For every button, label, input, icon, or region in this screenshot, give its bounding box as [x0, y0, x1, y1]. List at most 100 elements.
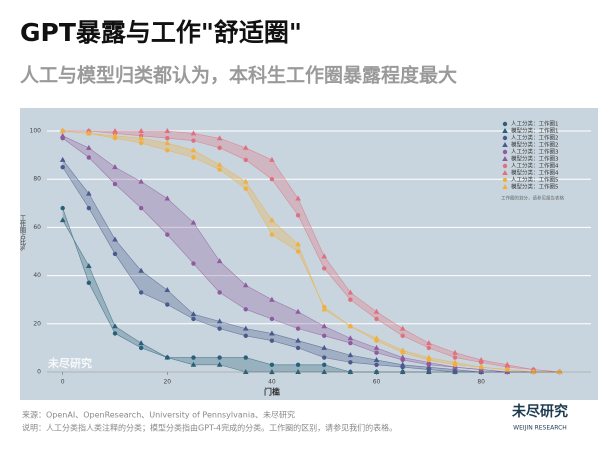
point-marker [86, 262, 92, 268]
series-line [62, 130, 560, 373]
point-marker [164, 287, 171, 293]
point-marker [269, 362, 275, 367]
point-marker [86, 144, 92, 150]
point-marker [452, 349, 458, 355]
point-marker [217, 355, 222, 360]
point-marker [59, 217, 66, 223]
point-marker [191, 155, 196, 160]
legend-label: 人工分类：工作圈4 [511, 162, 559, 170]
legend-note: 工作圈的划分，请参见报告表格 [501, 195, 564, 202]
y-tick-label: 20 [33, 320, 41, 327]
point-marker [216, 318, 223, 324]
explanation-note: 说明：人工分类指人类注释的分类；模型分类指由GPT-4完成的分类。工作圈的区别，… [22, 423, 397, 433]
legend-marker [502, 156, 508, 161]
point-marker [321, 253, 328, 259]
point-marker [165, 136, 170, 141]
x-tick-label: 80 [477, 379, 485, 386]
point-marker [400, 333, 405, 339]
point-marker [374, 316, 379, 322]
legend-label: 模型分类：工作圈5 [511, 183, 559, 191]
point-marker [112, 251, 118, 257]
point-marker [190, 361, 197, 367]
point-marker [60, 164, 65, 170]
point-marker [138, 140, 144, 146]
legend-label: 模型分类：工作圈3 [511, 155, 559, 163]
point-marker [321, 369, 328, 374]
point-marker [86, 155, 92, 160]
x-tick-label: 40 [268, 379, 276, 386]
point-marker [165, 232, 170, 237]
point-marker [243, 186, 248, 192]
point-marker [165, 302, 170, 307]
legend-marker [502, 149, 508, 155]
point-marker [374, 362, 379, 367]
point-marker [269, 232, 275, 237]
point-marker [243, 157, 248, 163]
point-marker [138, 340, 144, 346]
legend-marker [502, 184, 508, 189]
point-marker [60, 205, 65, 211]
point-marker [112, 164, 118, 170]
point-marker [373, 369, 380, 374]
legend-marker [502, 128, 508, 133]
point-marker [242, 144, 249, 150]
y-tick-label: 60 [33, 224, 41, 231]
point-marker [242, 325, 249, 331]
point-marker [269, 296, 275, 302]
point-marker [191, 355, 196, 360]
point-marker [242, 369, 249, 374]
point-marker [138, 290, 144, 295]
point-marker [138, 135, 144, 141]
point-marker [374, 350, 379, 355]
band [62, 135, 560, 372]
point-marker [164, 354, 171, 360]
point-marker [295, 326, 301, 331]
x-tick-label: 20 [163, 379, 171, 386]
point-marker [243, 355, 248, 360]
point-marker [216, 161, 223, 167]
point-marker [165, 148, 170, 153]
point-marker [321, 344, 328, 350]
point-marker [86, 130, 92, 136]
point-marker [399, 347, 406, 353]
legend-label: 模型分类：工作圈4 [511, 169, 559, 177]
legend-marker [502, 170, 508, 175]
series-line [62, 159, 560, 373]
y-tick-label: 40 [33, 272, 41, 279]
point-marker [164, 140, 171, 146]
point-marker [216, 258, 223, 264]
point-marker [556, 369, 563, 374]
x-tick-label: 0 [61, 379, 65, 386]
logo-subtitle: WEIJIN RESEARCH [513, 425, 567, 432]
legend-label: 人工分类：工作圈1 [511, 120, 559, 128]
point-marker [347, 323, 354, 329]
point-marker [322, 362, 327, 367]
point-marker [138, 345, 144, 351]
legend-label: 人工分类：工作圈3 [511, 148, 559, 156]
point-marker [348, 297, 353, 302]
y-axis-label: 工作圈占比% [19, 215, 26, 251]
point-marker [295, 369, 301, 374]
point-marker [59, 156, 66, 162]
point-marker [216, 135, 223, 141]
point-marker [269, 330, 275, 336]
point-marker [217, 290, 222, 295]
point-marker [504, 366, 511, 372]
point-marker [295, 249, 301, 254]
point-marker [269, 369, 275, 374]
point-marker [399, 369, 406, 374]
point-marker [190, 219, 197, 225]
point-marker [59, 128, 66, 133]
point-marker [478, 364, 484, 370]
series-line [62, 130, 560, 373]
point-marker [164, 195, 171, 201]
point-marker [112, 181, 118, 187]
point-marker [373, 344, 380, 350]
point-marker [112, 236, 118, 242]
point-marker [322, 355, 327, 360]
series-line [62, 130, 560, 373]
point-marker [348, 360, 353, 365]
legend-marker [502, 163, 508, 169]
